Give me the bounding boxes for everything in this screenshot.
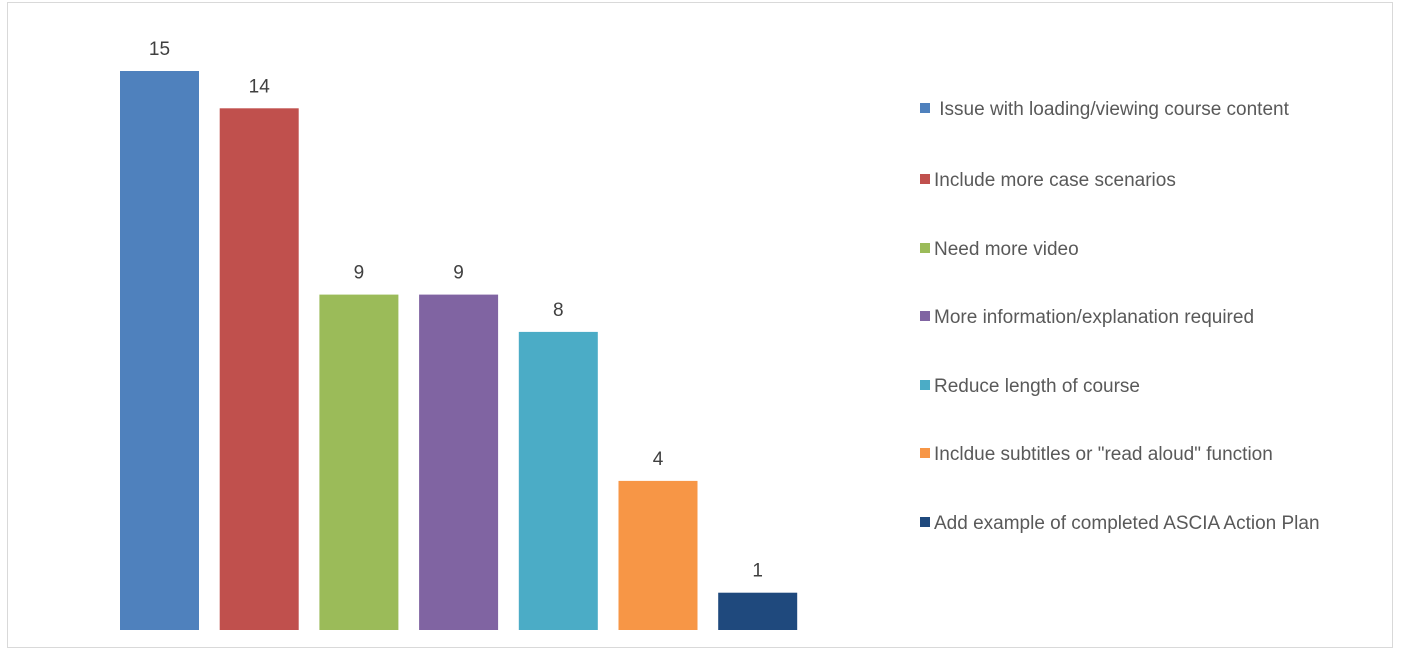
data-label-5: 8 <box>553 300 564 321</box>
legend-item: Need more video <box>920 238 1079 262</box>
bar-7 <box>718 592 798 630</box>
legend-label: Include more case scenarios <box>934 170 1176 191</box>
legend-label: Incldue subtitles or "read aloud" functi… <box>934 444 1273 465</box>
legend-label: More information/explanation required <box>934 307 1255 328</box>
legend-label: Reduce length of course <box>934 376 1140 397</box>
bar-3 <box>319 294 399 630</box>
bar-5 <box>518 331 598 630</box>
legend-item: Issue with loading/viewing course conten… <box>920 98 1289 122</box>
data-label-2: 14 <box>249 76 271 97</box>
legend-swatch <box>920 517 930 527</box>
data-label-4: 9 <box>453 263 464 284</box>
bar-1 <box>120 71 199 630</box>
legend-swatch <box>920 243 930 253</box>
legend-swatch <box>920 103 930 113</box>
bar-group <box>120 71 798 631</box>
data-label-7: 1 <box>752 561 763 582</box>
legend-item: Include more case scenarios <box>920 169 1176 193</box>
legend-item: Add example of completed ASCIA Action Pl… <box>920 512 1320 536</box>
bar-4 <box>419 294 499 630</box>
legend-label: Add example of completed ASCIA Action Pl… <box>934 513 1320 534</box>
legend-swatch <box>920 311 930 321</box>
legend-swatch <box>920 380 930 390</box>
data-label-1: 15 <box>149 39 170 60</box>
data-label-6: 4 <box>653 449 664 470</box>
data-label-group: 15 14 9 9 8 4 1 <box>149 39 763 582</box>
legend-label: Issue with loading/viewing course conten… <box>934 99 1289 120</box>
legend-item: Incldue subtitles or "read aloud" functi… <box>920 443 1273 467</box>
bar-2 <box>219 108 299 631</box>
legend-item: More information/explanation required <box>920 306 1254 330</box>
bar-6 <box>618 480 698 630</box>
legend-label: Need more video <box>934 239 1079 260</box>
legend-swatch <box>920 448 930 458</box>
data-label-3: 9 <box>354 263 365 284</box>
legend-swatch <box>920 174 930 184</box>
legend-item: Reduce length of course <box>920 375 1140 399</box>
